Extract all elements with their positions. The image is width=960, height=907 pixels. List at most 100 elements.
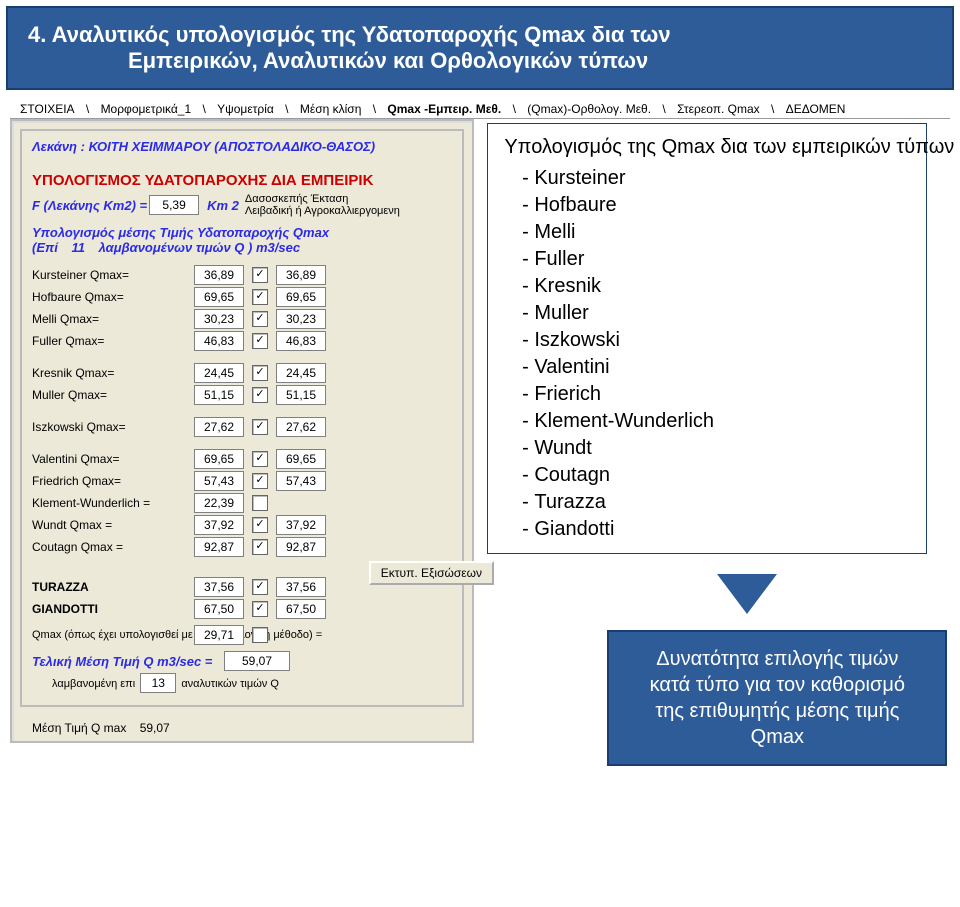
callout-list-item: Muller (534, 300, 910, 327)
callout-list-item: Giandotti (534, 516, 910, 543)
tab-0[interactable]: ΣΤΟΙΧΕΙΑ (16, 102, 79, 116)
lekani-value: ΚΟΙΤΗ ΧΕΙΜΜΑΡΟΥ (ΑΠΟΣΤΟΛΑΔΙΚΟ-ΘΑΣΟΣ) (89, 139, 376, 154)
callout-list-item: Melli (534, 219, 910, 246)
method-label: Coutagn Qmax = (32, 540, 192, 554)
tab-7[interactable]: ΔΕΔΟΜΕΝ (782, 102, 850, 116)
method-value: 30,23 (194, 309, 244, 329)
method-selected-value: 69,65 (276, 449, 326, 469)
method-check[interactable] (252, 289, 268, 305)
bottom-note: Μέση Τιμή Q max 59,07 (12, 715, 472, 741)
final-sub-post: αναλυτικών τιμών Q (181, 678, 279, 690)
qmax-orth-check[interactable] (252, 627, 268, 643)
callout2-l1: Δυνατότητα επιλογής τιμών (627, 646, 927, 672)
method-value: 22,39 (194, 493, 244, 513)
right-column: Υπολογισμός της Qmax δια των εμπειρικών … (487, 123, 927, 766)
epi-row: (Επί 11 λαμβανομένων τιμών Q ) m3/sec (32, 240, 452, 255)
method-selected-value: 36,89 (276, 265, 326, 285)
lekani-label: Λεκάνη : (32, 139, 85, 154)
header-line2: Εμπειρικών, Αναλυτικών και Ορθολογικών τ… (28, 48, 932, 74)
method-value: 69,65 (194, 287, 244, 307)
method-label: Valentini Qmax= (32, 452, 192, 466)
section1-title: ΥΠΟΛΟΓΙΣΜΟΣ ΥΔΑΤΟΠΑΡΟΧΗΣ ΔΙΑ ΕΜΠΕΙΡΙΚ (32, 172, 452, 189)
method-selected-value: 67,50 (276, 599, 326, 619)
callout-methods: Υπολογισμός της Qmax δια των εμπειρικών … (487, 123, 927, 554)
callout-list-item: Klement-Wunderlich (534, 408, 910, 435)
bottom-value: 59,07 (140, 721, 170, 735)
method-label: Melli Qmax= (32, 312, 192, 326)
epi-pre: (Επί (32, 240, 58, 255)
method-value: 67,50 (194, 599, 244, 619)
page-header: 4. Αναλυτικός υπολογισμός της Υδατοπαροχ… (6, 6, 954, 90)
method-value: 36,89 (194, 265, 244, 285)
header-line1: 4. Αναλυτικός υπολογισμός της Υδατοπαροχ… (28, 22, 932, 48)
final-sub-n: 13 (140, 673, 176, 693)
method-selected-value: 57,43 (276, 471, 326, 491)
method-value: 24,45 (194, 363, 244, 383)
f-unit: Km 2 (207, 198, 239, 213)
method-value: 69,65 (194, 449, 244, 469)
method-selected-value: 46,83 (276, 331, 326, 351)
method-value: 27,62 (194, 417, 244, 437)
tab-1[interactable]: Μορφομετρικά_1 (97, 102, 196, 116)
callout-list-item: Coutagn (534, 462, 910, 489)
method-row: Fuller Qmax=46,8346,83 (32, 331, 452, 351)
method-row: Melli Qmax=30,2330,23 (32, 309, 452, 329)
callout-list-item: Iszkowski (534, 327, 910, 354)
method-check[interactable] (252, 419, 268, 435)
method-selected-value: 27,62 (276, 417, 326, 437)
callout-list-item: Valentini (534, 354, 910, 381)
method-selected-value: 30,23 (276, 309, 326, 329)
print-equations-button[interactable]: Εκτυπ. Εξισώσεων (369, 561, 494, 585)
method-row: GIANDOTTI67,5067,50 (32, 599, 452, 619)
method-check[interactable] (252, 601, 268, 617)
method-label: Muller Qmax= (32, 388, 192, 402)
method-row: Kursteiner Qmax=36,8936,89 (32, 265, 452, 285)
callout-list-item: Hofbaure (534, 192, 910, 219)
method-value: 46,83 (194, 331, 244, 351)
method-value: 37,92 (194, 515, 244, 535)
method-selected-value: 51,15 (276, 385, 326, 405)
callout1-list: KursteinerHofbaureMelliFullerKresnikMull… (504, 165, 910, 543)
qmax-orth-value: 29,71 (194, 625, 244, 645)
method-selected-value: 92,87 (276, 537, 326, 557)
method-label: Iszkowski Qmax= (32, 420, 192, 434)
final-sub: λαμβανομένη επι 13 αναλυτικών τιμών Q (52, 673, 452, 693)
callout2-l3: της επιθυμητής μέσης τιμής (627, 698, 927, 724)
method-check[interactable] (252, 333, 268, 349)
method-check[interactable] (252, 539, 268, 555)
callout-list-item: Kresnik (534, 273, 910, 300)
method-row: Iszkowski Qmax=27,6227,62 (32, 417, 452, 437)
method-label: Hofbaure Qmax= (32, 290, 192, 304)
tab-4[interactable]: Qmax -Εμπειρ. Μεθ. (383, 102, 505, 116)
method-check[interactable] (252, 495, 268, 511)
tab-6[interactable]: Στερεοπ. Qmax (673, 102, 764, 116)
callout-list-item: Fuller (534, 246, 910, 273)
method-check[interactable] (252, 387, 268, 403)
method-check[interactable] (252, 267, 268, 283)
method-selected-value: 37,92 (276, 515, 326, 535)
method-value: 51,15 (194, 385, 244, 405)
epi-post: λαμβανομένων τιμών Q ) m3/sec (99, 240, 300, 255)
method-row: Muller Qmax=51,1551,15 (32, 385, 452, 405)
method-check[interactable] (252, 579, 268, 595)
tab-5[interactable]: (Qmax)-Ορθολογ. Μεθ. (523, 102, 655, 116)
arrow-down-icon (717, 574, 777, 614)
method-check[interactable] (252, 311, 268, 327)
method-row: Valentini Qmax=69,6569,65 (32, 449, 452, 469)
callout-list-item: Frierich (534, 381, 910, 408)
tab-3[interactable]: Μέση κλίση (296, 102, 366, 116)
method-label: Kursteiner Qmax= (32, 268, 192, 282)
method-check[interactable] (252, 451, 268, 467)
bottom-label: Μέση Τιμή Q max (32, 721, 126, 735)
tab-2[interactable]: Υψομετρία (213, 102, 278, 116)
f-label: F (Λεκάνης Km2) = (32, 198, 147, 213)
method-check[interactable] (252, 365, 268, 381)
method-row: Kresnik Qmax=24,4524,45 (32, 363, 452, 383)
method-value: 92,87 (194, 537, 244, 557)
method-check[interactable] (252, 517, 268, 533)
final-label: Τελική Μέση Τιμή Q m3/sec = (32, 654, 222, 669)
tab-bar: ΣΤΟΙΧΕΙΑ \ Μορφομετρικά_1 \ Υψομετρία \ … (10, 100, 950, 119)
f-note2: Λειβαδική ή Αγροκαλλιεργομενη (245, 205, 400, 217)
method-label: Wundt Qmax = (32, 518, 192, 532)
method-check[interactable] (252, 473, 268, 489)
